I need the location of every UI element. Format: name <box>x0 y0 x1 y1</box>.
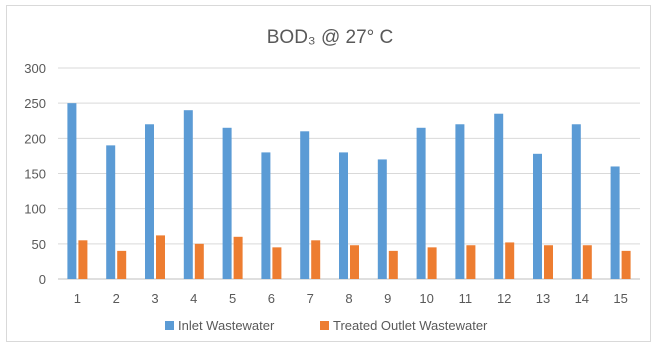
bar-outlet-7 <box>311 240 321 279</box>
x-axis: 1 2 3 4 5 6 7 8 9 10 11 12 13 14 15 <box>74 291 628 306</box>
bar-outlet-11 <box>466 245 476 279</box>
bar-inlet-15 <box>610 166 620 279</box>
x-tick-label: 11 <box>459 291 473 306</box>
x-tick-label: 2 <box>113 291 120 306</box>
y-tick-label: 100 <box>24 202 46 217</box>
x-tick-label: 8 <box>345 291 352 306</box>
x-tick-label: 9 <box>384 291 391 306</box>
x-tick-label: 3 <box>151 291 158 306</box>
bar-outlet-1 <box>78 240 88 279</box>
bar-outlet-15 <box>621 250 631 279</box>
bar-inlet-2 <box>106 145 116 279</box>
chart-title: BOD₃ @ 27° C <box>267 27 394 48</box>
bar-outlet-13 <box>544 245 553 279</box>
x-tick-label: 6 <box>268 291 275 306</box>
x-tick-label: 1 <box>74 291 81 306</box>
bar-outlet-2 <box>117 250 127 279</box>
bar-outlet-8 <box>350 245 359 279</box>
bar-outlet-12 <box>505 242 515 279</box>
bar-inlet-3 <box>145 124 154 280</box>
bars <box>67 103 631 280</box>
bar-inlet-1 <box>67 103 77 280</box>
bar-inlet-12 <box>494 113 504 279</box>
legend-swatch <box>165 321 174 330</box>
bar-inlet-11 <box>455 124 465 280</box>
y-tick-label: 150 <box>24 167 46 182</box>
bar-outlet-3 <box>156 235 165 279</box>
x-tick-label: 12 <box>497 291 511 306</box>
bar-outlet-9 <box>388 250 398 279</box>
bar-outlet-4 <box>194 243 204 279</box>
bar-inlet-13 <box>533 153 542 279</box>
bar-inlet-4 <box>183 110 193 279</box>
x-tick-label: 15 <box>613 291 627 306</box>
legend: Inlet Wastewater Treated Outlet Wastewate… <box>165 318 488 333</box>
bar-outlet-5 <box>233 236 243 279</box>
bar-inlet-8 <box>339 152 348 279</box>
bar-outlet-10 <box>427 247 437 279</box>
legend-swatch <box>320 321 329 330</box>
chart-frame <box>6 5 651 342</box>
bar-outlet-14 <box>582 245 592 279</box>
y-tick-label: 250 <box>24 96 46 111</box>
bar-inlet-14 <box>571 124 581 280</box>
legend-label: Treated Outlet Wastewater <box>333 318 488 333</box>
bar-inlet-9 <box>377 159 387 279</box>
bar-outlet-6 <box>272 247 282 279</box>
x-tick-label: 4 <box>190 291 197 306</box>
x-tick-label: 14 <box>575 291 589 306</box>
y-tick-label: 0 <box>39 272 46 287</box>
x-tick-label: 7 <box>307 291 314 306</box>
y-tick-label: 200 <box>24 131 46 146</box>
bar-inlet-6 <box>261 152 271 279</box>
x-tick-label: 13 <box>536 291 550 306</box>
legend-label: Inlet Wastewater <box>178 318 275 333</box>
y-axis: 0 50 100 150 200 250 300 <box>24 61 46 287</box>
y-tick-label: 300 <box>24 61 46 76</box>
x-tick-label: 10 <box>419 291 433 306</box>
bar-inlet-5 <box>222 127 232 280</box>
bar-inlet-7 <box>300 131 310 279</box>
gridlines <box>58 67 640 280</box>
bar-inlet-10 <box>416 127 426 280</box>
x-tick-label: 5 <box>229 291 236 306</box>
y-tick-label: 50 <box>32 237 46 252</box>
